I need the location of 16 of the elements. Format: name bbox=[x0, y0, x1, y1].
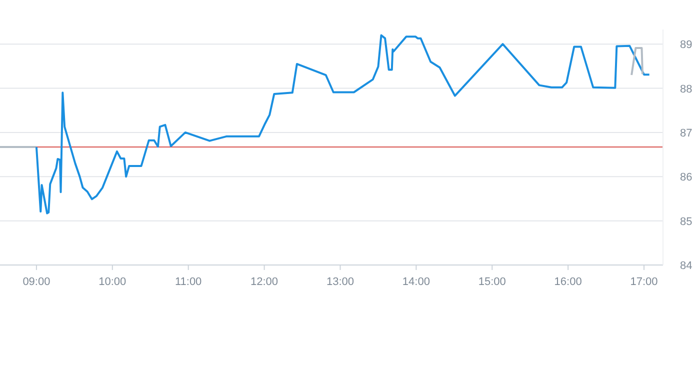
x-tick-label: 14:00 bbox=[402, 276, 430, 288]
y-tick-label: 86 bbox=[680, 172, 692, 184]
line-series bbox=[35, 34, 650, 214]
y-tick-label: 85 bbox=[680, 216, 692, 228]
y-tick-label: 88 bbox=[680, 83, 692, 96]
x-tick-label: 15:00 bbox=[478, 276, 506, 288]
y-tick-label: 87 bbox=[680, 127, 692, 140]
x-tick-label: 11:00 bbox=[174, 276, 202, 288]
y-tick-label: 84 bbox=[680, 260, 692, 272]
x-tick-label: 10:00 bbox=[98, 276, 126, 288]
x-tick-label: 16:00 bbox=[554, 276, 582, 288]
x-tick-label: 09:00 bbox=[22, 276, 50, 288]
x-tick-label: 17:00 bbox=[630, 276, 658, 288]
x-tick-label: 12:00 bbox=[250, 276, 278, 288]
x-tick-label: 13:00 bbox=[326, 276, 354, 288]
y-tick-label: 89 bbox=[680, 39, 692, 52]
